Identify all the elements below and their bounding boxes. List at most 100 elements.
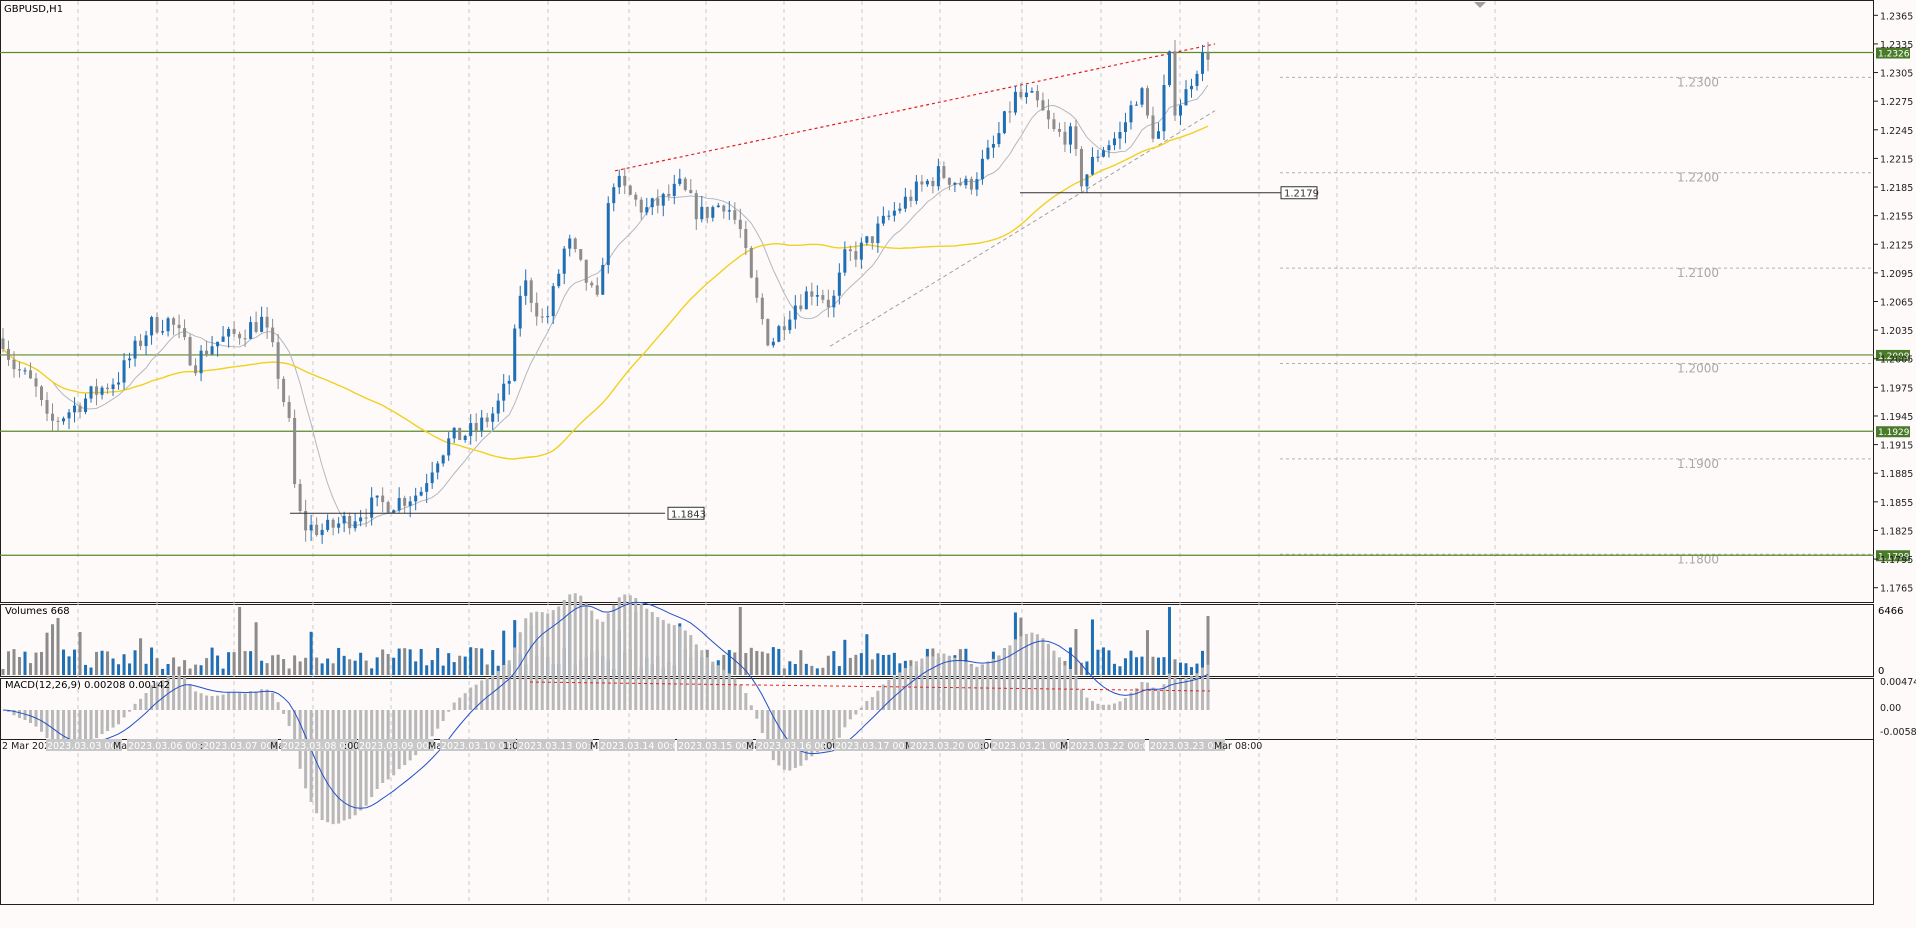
macd-histogram-bar [320, 710, 324, 821]
volume-bar [188, 668, 192, 675]
macd-histogram-bar [1046, 643, 1050, 710]
price-tick-label: 1.2065 [1880, 298, 1913, 309]
level-price-tag[interactable] [1876, 349, 1910, 361]
candle-body [645, 207, 649, 213]
macd-histogram-bar [947, 655, 951, 710]
price-tick-label: 1.2245 [1880, 126, 1913, 137]
candle-body [925, 180, 929, 185]
candle-body [150, 317, 154, 336]
macd-histogram-bar [931, 656, 935, 710]
macd-histogram-bar [683, 630, 687, 710]
macd-histogram-bar [744, 693, 748, 710]
volume-bar [1200, 650, 1205, 675]
volume-bar [1112, 663, 1116, 675]
candle-body [733, 210, 737, 220]
candle-body [601, 264, 605, 295]
level-price-tag-label: 1.1929 [1878, 428, 1910, 438]
macd-histogram-bar [353, 710, 357, 816]
volume-bar [859, 653, 863, 675]
volume-bar [293, 655, 297, 675]
horizontal-levels[interactable]: 1.2326 1.2009 1.1929 1.1799 [0, 47, 1910, 563]
volume-bar [1145, 630, 1149, 675]
time-axis-label: :00 [823, 741, 838, 752]
macd-histogram-bar [359, 710, 363, 811]
candle-body [100, 387, 104, 395]
candle-body [199, 350, 203, 374]
candle-body [194, 365, 198, 374]
candle-body [639, 199, 643, 213]
time-axis-label: Mar 08:00 [1214, 741, 1262, 752]
volume-bar [854, 654, 858, 675]
candle-body [914, 181, 918, 201]
candle-body [1129, 105, 1133, 123]
macd-histogram-bar [634, 598, 638, 710]
round-level-label: 1.2000 [1677, 362, 1719, 376]
candle-body [1041, 100, 1045, 111]
price-annotations[interactable]: 1.2179 1.1843 [290, 186, 1319, 521]
macd-histogram-bar [1096, 703, 1100, 710]
candle-body [1, 338, 5, 349]
macd-histogram-bar [738, 684, 742, 710]
round-level-label: 1.1800 [1677, 552, 1719, 566]
price-axis[interactable]: 1.2365 1.2335 1.2305 1.2275 1.2245 1.2215 1.21… [1874, 11, 1913, 595]
chart-shift-marker-icon[interactable] [1474, 2, 1486, 8]
macd-histogram-bar [469, 687, 473, 710]
volume-bar [309, 631, 313, 675]
candle-body [799, 305, 803, 310]
candle-body [513, 328, 517, 381]
macd-histogram-bar [216, 695, 220, 710]
time-axis-label: :00 [344, 741, 359, 752]
macd-histogram-bar [232, 692, 236, 710]
volume-bar [1129, 650, 1133, 675]
macd-histogram-bar [859, 707, 863, 710]
candle-body [551, 286, 555, 317]
candle-body [689, 189, 693, 194]
candle-body [474, 423, 478, 431]
candle-body [727, 210, 731, 212]
volume-bar [458, 655, 462, 675]
annotation-box[interactable] [1280, 186, 1318, 200]
annotation-label: 1.2179 [1284, 189, 1319, 200]
symbol-label: GBPUSD,H1 [4, 4, 63, 15]
level-price-tag[interactable] [1876, 550, 1910, 562]
candle-body [612, 187, 616, 204]
candle-body [89, 386, 93, 399]
candle-body [183, 328, 187, 338]
volume-bar [67, 656, 71, 675]
candle-body [1074, 126, 1078, 149]
candle-body [84, 398, 88, 413]
level-price-tag[interactable] [1876, 426, 1910, 438]
volume-bar [1074, 629, 1078, 675]
macd-histogram-bar [760, 710, 764, 734]
macd-histogram-bar [95, 710, 99, 738]
volume-bar [1090, 619, 1094, 675]
macd-histogram-bar [1200, 667, 1205, 710]
level-price-tag[interactable] [1876, 47, 1910, 59]
resistance-trend-line[interactable] [614, 43, 1216, 172]
time-axis-label: 2023.03.23 00:00 [1150, 741, 1235, 752]
volume-bar [73, 649, 77, 675]
macd-histogram-bar [540, 612, 544, 710]
candle-body [1013, 91, 1017, 113]
trend-lines[interactable] [614, 43, 1216, 347]
time-axis-label: 2023.03.07 00:00 [203, 741, 288, 752]
support-trend-line[interactable] [829, 110, 1216, 347]
time-label-highlight [991, 739, 1067, 751]
candle-body [331, 519, 335, 528]
candle-body [370, 497, 374, 518]
macd-histogram-bar [914, 661, 918, 710]
candle-body [95, 386, 99, 395]
volume-bar [282, 659, 286, 675]
time-label-highlight [358, 739, 434, 751]
annotation-box[interactable] [667, 506, 705, 520]
time-axis-label: 2023.03.16 00:00 [757, 741, 842, 752]
macd-histogram-bar [562, 600, 566, 710]
macd-histogram-bar [557, 606, 561, 710]
volume-bar [122, 654, 126, 675]
volume-bar [452, 662, 456, 675]
price-tick-label: 1.1795 [1880, 555, 1913, 566]
candle-body [1079, 148, 1083, 187]
